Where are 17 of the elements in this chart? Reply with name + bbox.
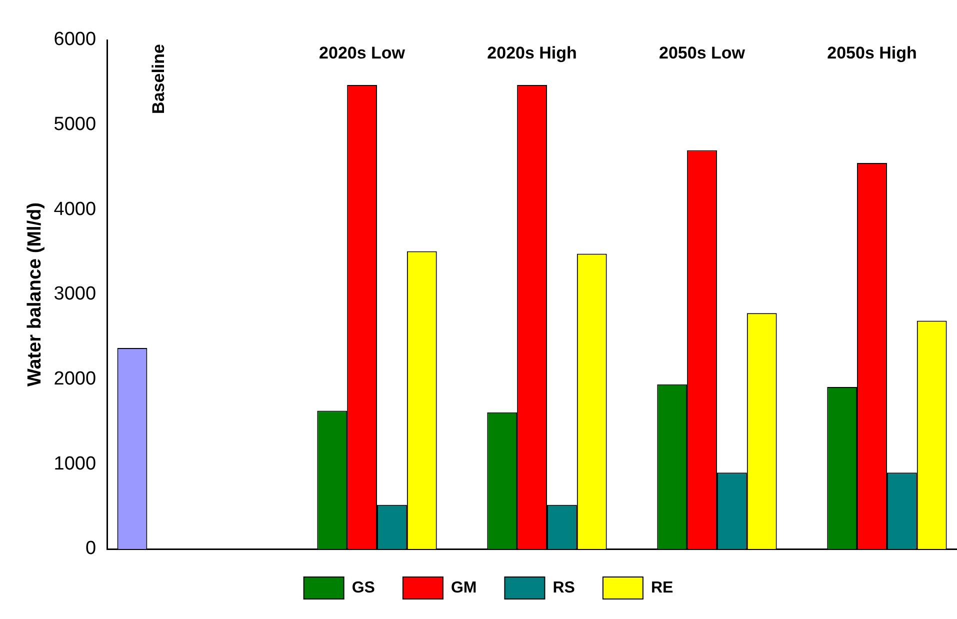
y-axis-title: Water balance (Ml/d) [24,202,46,387]
legend-label: GM [450,579,477,596]
x-tick-label: 2050s High [827,44,917,63]
y-tick-label: 5000 [54,114,96,136]
legend-label: GS [352,579,376,596]
legend-label: RS [552,579,576,596]
y-tick-label: 1000 [54,453,96,474]
x-tick-label: 2050s Low [659,44,746,63]
y-tick-label: 2000 [54,368,96,390]
x-tick-label: Baseline [148,44,168,114]
x-tick-label: 2020s Low [319,44,406,63]
y-tick-label: 0 [85,538,96,560]
x-tick-label: 2020s High [487,44,577,63]
y-tick-label: 6000 [54,29,96,50]
y-tick-label: 3000 [54,284,96,305]
y-tick-label: 4000 [54,198,96,220]
legend-label: RE [650,579,674,596]
